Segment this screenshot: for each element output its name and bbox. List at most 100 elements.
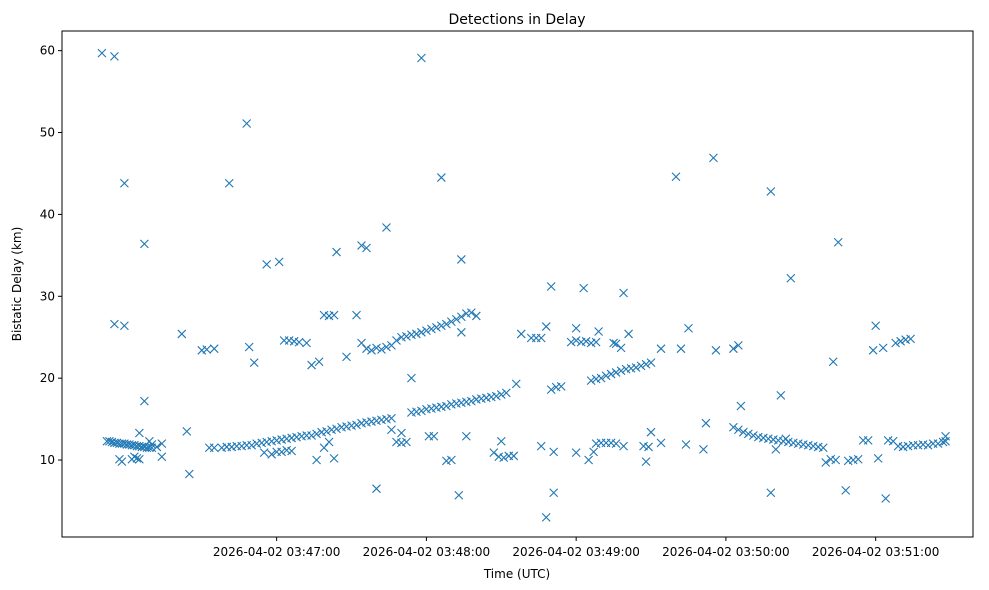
data-point	[611, 439, 621, 449]
data-point	[536, 441, 546, 451]
data-point	[372, 484, 381, 494]
data-point	[489, 448, 499, 458]
data-point	[277, 447, 287, 457]
data-point	[451, 314, 461, 324]
x-tick-label: 2026-04-02 03:49:00	[512, 545, 639, 559]
data-point	[129, 452, 139, 462]
data-point	[134, 428, 144, 438]
data-point	[738, 427, 748, 437]
data-point	[202, 345, 212, 354]
data-point	[402, 332, 411, 341]
data-point	[184, 469, 194, 479]
data-point	[209, 344, 219, 354]
data-point	[329, 310, 339, 320]
data-point	[382, 342, 391, 352]
data-point	[157, 439, 167, 449]
data-point	[302, 338, 311, 348]
data-point	[382, 223, 391, 232]
data-point	[491, 391, 501, 401]
data-point	[312, 455, 321, 465]
data-point	[466, 308, 476, 318]
data-point	[436, 173, 446, 182]
data-point	[262, 259, 272, 269]
data-point	[501, 388, 511, 398]
data-point	[636, 361, 646, 371]
data-point	[546, 385, 556, 395]
data-point	[701, 418, 711, 428]
data-point	[427, 324, 436, 334]
data-point	[536, 333, 546, 343]
data-point	[244, 342, 254, 352]
data-point	[456, 312, 466, 322]
data-point	[362, 243, 371, 253]
data-point	[831, 455, 841, 465]
data-point	[342, 352, 351, 362]
chart-title: Detections in Delay	[448, 12, 585, 28]
y-tick-label: 20	[40, 371, 55, 385]
data-point	[329, 454, 339, 463]
data-point	[766, 488, 776, 498]
data-point	[709, 153, 718, 163]
data-point	[496, 390, 506, 399]
data-point	[294, 337, 304, 347]
data-point	[177, 329, 187, 339]
data-point	[736, 401, 746, 411]
x-tick-label: 2026-04-02 03:51:00	[812, 545, 939, 559]
x-tick-label: 2026-04-02 03:47:00	[213, 545, 340, 559]
data-point	[729, 422, 738, 432]
y-tick-label: 50	[40, 126, 55, 140]
data-point	[881, 494, 891, 503]
data-point	[332, 247, 341, 257]
data-point	[267, 449, 277, 459]
data-point	[549, 488, 559, 498]
data-point	[786, 273, 796, 283]
data-point	[671, 172, 681, 182]
data-point	[387, 413, 396, 423]
data-point	[139, 396, 149, 406]
data-point	[766, 187, 776, 196]
data-point	[549, 447, 559, 457]
data-point	[656, 344, 666, 354]
data-point	[863, 435, 873, 445]
y-tick-label: 60	[40, 44, 55, 58]
data-point	[287, 446, 297, 456]
data-point	[684, 323, 693, 333]
data-point	[417, 406, 426, 416]
data-point	[431, 323, 441, 332]
data-point	[681, 440, 691, 449]
data-point	[461, 431, 471, 441]
data-point	[362, 344, 371, 354]
y-axis-ticks: 10 20 30 40 50 60	[40, 44, 62, 467]
data-point	[868, 345, 878, 355]
data-point	[152, 442, 162, 452]
data-point	[601, 371, 611, 381]
data-point	[147, 440, 157, 449]
data-point	[878, 343, 888, 353]
data-point	[324, 437, 334, 447]
y-axis-label: Bistatic Delay (km)	[10, 227, 24, 342]
data-point	[619, 441, 628, 451]
data-point	[134, 454, 144, 464]
data-point	[646, 358, 656, 367]
data-point	[589, 447, 599, 457]
data-point	[209, 443, 219, 453]
data-point	[776, 390, 786, 400]
data-point	[352, 420, 361, 430]
x-tick-label: 2026-04-02 03:48:00	[363, 545, 490, 559]
data-point	[611, 368, 621, 377]
data-point	[743, 429, 753, 439]
x-axis-label: Time (UTC)	[483, 567, 550, 581]
data-point	[818, 443, 828, 453]
y-tick-label: 10	[40, 453, 55, 467]
plot-frame	[61, 30, 974, 538]
data-point	[249, 358, 259, 367]
data-point	[377, 345, 386, 354]
data-point	[322, 426, 331, 436]
data-point	[511, 379, 521, 389]
data-point	[157, 452, 167, 462]
data-point	[656, 438, 666, 448]
data-point	[624, 329, 633, 339]
x-axis-ticks: 2026-04-02 03:47:00 2026-04-02 03:48:00 20…	[213, 537, 939, 559]
data-point	[729, 344, 738, 354]
data-points	[97, 48, 950, 522]
